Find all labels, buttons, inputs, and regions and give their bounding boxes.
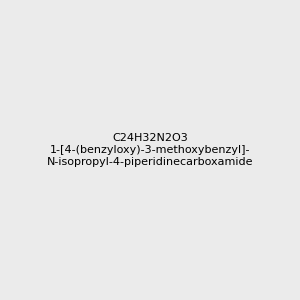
- Text: C24H32N2O3
1-[4-(benzyloxy)-3-methoxybenzyl]-
N-isopropyl-4-piperidinecarboxamid: C24H32N2O3 1-[4-(benzyloxy)-3-methoxyben…: [47, 134, 253, 166]
